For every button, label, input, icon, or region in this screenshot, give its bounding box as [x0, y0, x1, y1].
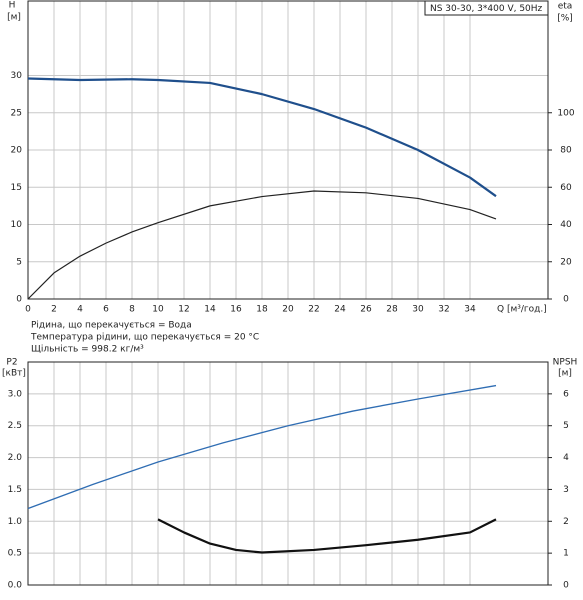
y-tick-label: 5: [16, 257, 22, 267]
x-tick-label: 4: [77, 305, 83, 315]
x-tick-label: 20: [282, 305, 294, 315]
y-tick-label: 15: [11, 183, 22, 193]
x-tick-label: 24: [334, 305, 346, 315]
y2-tick-label: 1: [563, 549, 569, 559]
y-axis-label: P2: [6, 358, 17, 368]
curve: [27, 384, 497, 510]
y2-axis-label: eta: [558, 2, 573, 12]
y2-tick-label: 2: [563, 517, 569, 527]
x-tick-label: 30: [412, 305, 424, 315]
y-axis-unit: [кВт]: [2, 369, 26, 379]
x-tick-label: 32: [438, 305, 449, 315]
note: Рідина, що перекачується = Вода: [31, 321, 192, 331]
x-tick-label: 10: [152, 305, 164, 315]
y-tick-label: 1.5: [8, 485, 22, 495]
y-tick-label: 20: [11, 146, 23, 156]
y-tick-label: 25: [11, 108, 22, 118]
curve: [27, 77, 497, 198]
x-tick-label: 8: [129, 305, 135, 315]
note: Щільність = 998.2 кг/м³: [31, 345, 144, 355]
y2-axis-unit: [%]: [557, 14, 573, 24]
y2-tick-label: 60: [560, 183, 572, 193]
note: Температура рідини, що перекачується = 2…: [30, 333, 259, 343]
curve: [157, 518, 497, 554]
x-tick-label: 26: [360, 305, 372, 315]
y-tick-label: 30: [11, 71, 23, 81]
plot-frame: [27, 0, 549, 300]
y-tick-label: 0: [16, 295, 22, 305]
y2-tick-label: 20: [560, 257, 572, 267]
x-tick-label: 18: [256, 305, 268, 315]
x-tick-label: 16: [230, 305, 242, 315]
y-tick-label: 0.5: [8, 549, 22, 559]
y2-tick-label: 3: [563, 485, 569, 495]
x-tick-label: 6: [103, 305, 109, 315]
y2-tick-label: 40: [560, 220, 572, 230]
y2-tick-label: 0: [563, 295, 569, 305]
y2-tick-label: 4: [563, 453, 569, 463]
x-axis-label: Q [м³/год.]: [497, 305, 547, 315]
y2-axis-label: NPSH: [553, 358, 578, 368]
curve: [27, 190, 497, 300]
y-tick-label: 10: [11, 220, 23, 230]
y-tick-label: 3.0: [8, 389, 23, 399]
y-axis-label: H: [9, 1, 16, 11]
plot-frame: [27, 361, 549, 586]
y-tick-label: 2.5: [8, 421, 22, 431]
x-tick-label: 12: [178, 305, 189, 315]
y2-tick-label: 6: [563, 389, 569, 399]
badge-box: [424, 0, 549, 16]
y-tick-label: 2.0: [8, 453, 23, 463]
y-tick-label: 0.0: [8, 581, 23, 591]
badge: NS 30-30, 3*400 V, 50Hz: [430, 4, 543, 14]
y-tick-label: 1.0: [8, 517, 23, 527]
y2-tick-label: 5: [563, 421, 569, 431]
x-tick-label: 0: [25, 305, 31, 315]
x-tick-label: 34: [464, 305, 476, 315]
x-tick-label: 28: [386, 305, 398, 315]
x-tick-label: 14: [204, 305, 216, 315]
y2-tick-label: 0: [563, 581, 569, 591]
x-tick-label: 22: [308, 305, 319, 315]
y2-tick-label: 100: [557, 108, 574, 118]
y2-tick-label: 80: [560, 146, 572, 156]
x-tick-label: 2: [51, 305, 57, 315]
y-axis-unit: [м]: [7, 13, 21, 23]
y2-axis-unit: [м]: [558, 369, 572, 379]
